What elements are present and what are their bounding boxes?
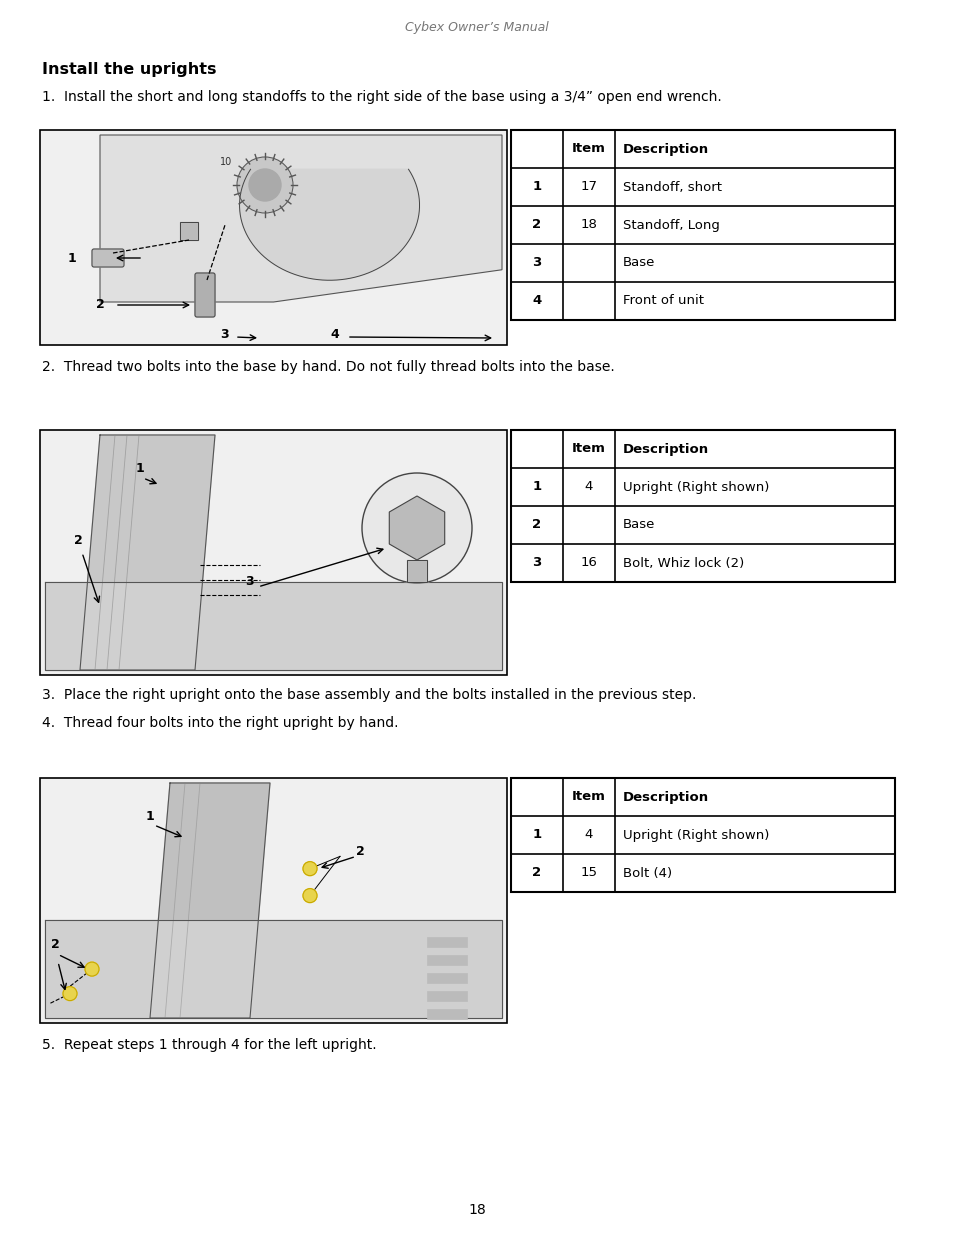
Bar: [511, 430, 894, 582]
Bar: [511, 778, 894, 892]
Text: 16: 16: [580, 557, 597, 569]
Text: 1: 1: [135, 462, 144, 474]
Text: 4: 4: [532, 294, 541, 308]
Bar: [511, 778, 894, 892]
Circle shape: [303, 889, 316, 903]
Text: 2: 2: [95, 299, 104, 311]
Bar: [511, 130, 894, 320]
Text: 2.  Thread two bolts into the base by hand. Do not fully thread bolts into the b: 2. Thread two bolts into the base by han…: [42, 359, 614, 374]
Text: Bolt (4): Bolt (4): [622, 867, 672, 879]
Text: Item: Item: [572, 442, 605, 456]
Text: Description: Description: [622, 142, 708, 156]
Bar: [427, 973, 467, 983]
FancyBboxPatch shape: [91, 249, 124, 267]
Circle shape: [249, 169, 281, 201]
Text: Install the uprights: Install the uprights: [42, 62, 216, 77]
Text: 15: 15: [579, 867, 597, 879]
Text: 3: 3: [220, 329, 229, 342]
Text: Item: Item: [572, 790, 605, 804]
Bar: [40, 430, 506, 676]
Text: 5.  Repeat steps 1 through 4 for the left upright.: 5. Repeat steps 1 through 4 for the left…: [42, 1037, 376, 1052]
Bar: [407, 559, 427, 582]
Text: Standoff, Long: Standoff, Long: [622, 219, 720, 231]
Polygon shape: [45, 582, 501, 671]
Polygon shape: [239, 169, 419, 280]
Bar: [511, 130, 894, 320]
Polygon shape: [80, 435, 214, 671]
Text: 3: 3: [532, 257, 541, 269]
Text: Cybex Owner’s Manual: Cybex Owner’s Manual: [405, 21, 548, 35]
Circle shape: [236, 157, 293, 212]
Text: 2: 2: [532, 519, 541, 531]
Text: 1.  Install the short and long standoffs to the right side of the base using a 3: 1. Install the short and long standoffs …: [42, 90, 721, 104]
Bar: [427, 1009, 467, 1019]
Text: 1: 1: [146, 809, 154, 823]
Circle shape: [63, 987, 77, 1000]
Text: Standoff, short: Standoff, short: [622, 180, 721, 194]
Text: 4: 4: [584, 829, 593, 841]
Text: Upright (Right shown): Upright (Right shown): [622, 829, 768, 841]
Bar: [427, 937, 467, 947]
Polygon shape: [150, 783, 270, 1018]
Bar: [180, 222, 198, 240]
Text: 18: 18: [468, 1203, 485, 1216]
Text: 4: 4: [584, 480, 593, 494]
Polygon shape: [100, 135, 501, 303]
Bar: [407, 559, 427, 582]
Text: 17: 17: [579, 180, 597, 194]
Text: Item: Item: [572, 142, 605, 156]
Text: 1: 1: [532, 480, 541, 494]
Circle shape: [303, 862, 316, 876]
Text: 2: 2: [73, 534, 82, 547]
Text: 2: 2: [532, 867, 541, 879]
Text: Base: Base: [622, 257, 655, 269]
Text: Front of unit: Front of unit: [622, 294, 703, 308]
Text: 18: 18: [580, 219, 597, 231]
Text: Bolt, Whiz lock (2): Bolt, Whiz lock (2): [622, 557, 743, 569]
Text: 1: 1: [67, 252, 76, 264]
Polygon shape: [389, 496, 444, 559]
Text: 10: 10: [220, 157, 232, 167]
Text: 1: 1: [532, 829, 541, 841]
Bar: [427, 955, 467, 966]
Text: 1: 1: [532, 180, 541, 194]
Polygon shape: [45, 920, 501, 1018]
Text: 3: 3: [532, 557, 541, 569]
Bar: [40, 130, 506, 345]
FancyBboxPatch shape: [194, 273, 214, 317]
Text: 4: 4: [331, 329, 339, 342]
Text: 3.  Place the right upright onto the base assembly and the bolts installed in th: 3. Place the right upright onto the base…: [42, 688, 696, 701]
Text: Description: Description: [622, 790, 708, 804]
Text: 3: 3: [246, 576, 254, 588]
Circle shape: [361, 473, 472, 583]
Text: Base: Base: [622, 519, 655, 531]
Bar: [427, 992, 467, 1002]
Circle shape: [85, 962, 99, 976]
Bar: [511, 430, 894, 582]
Text: 2: 2: [532, 219, 541, 231]
Bar: [180, 222, 198, 240]
Text: 2: 2: [51, 939, 59, 951]
Text: Upright (Right shown): Upright (Right shown): [622, 480, 768, 494]
Text: Description: Description: [622, 442, 708, 456]
Text: 2: 2: [355, 845, 364, 858]
Bar: [40, 778, 506, 1023]
Text: 4.  Thread four bolts into the right upright by hand.: 4. Thread four bolts into the right upri…: [42, 716, 398, 730]
